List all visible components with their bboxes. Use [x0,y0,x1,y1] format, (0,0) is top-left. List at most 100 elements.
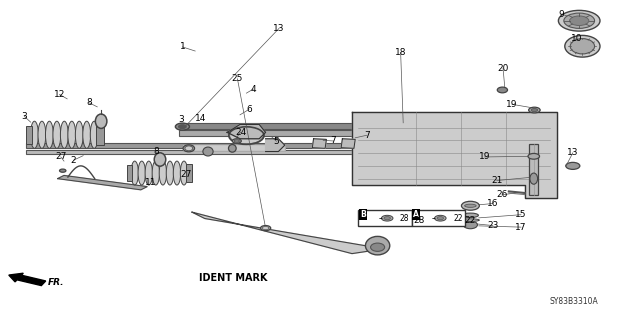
Ellipse shape [68,121,76,148]
Text: IDENT MARK: IDENT MARK [199,272,268,283]
Bar [179,130,448,136]
Ellipse shape [31,121,38,148]
Ellipse shape [131,161,138,185]
Ellipse shape [95,114,107,129]
Ellipse shape [260,226,271,231]
Ellipse shape [179,125,186,129]
Ellipse shape [138,161,145,185]
Ellipse shape [60,169,66,172]
Text: 1: 1 [180,42,185,51]
Text: 5: 5 [274,137,279,146]
Ellipse shape [566,162,580,169]
Text: –: – [432,214,436,223]
Ellipse shape [437,217,444,220]
Ellipse shape [152,161,159,185]
Ellipse shape [154,153,166,166]
Text: 10: 10 [571,34,582,43]
Ellipse shape [530,173,538,184]
Text: 21: 21 [491,176,502,185]
Ellipse shape [83,121,91,148]
Bar [26,126,32,144]
Ellipse shape [145,161,152,185]
Text: 3: 3 [179,115,184,124]
Text: 17: 17 [515,223,527,232]
Polygon shape [266,139,285,152]
Ellipse shape [461,201,479,210]
Ellipse shape [371,243,385,251]
Text: 11: 11 [145,178,157,187]
Bar [179,123,448,129]
Text: 18: 18 [395,48,406,57]
Text: 9: 9 [559,10,564,19]
Text: 15: 15 [515,210,527,219]
Text: 23: 23 [487,221,499,230]
Text: 27: 27 [55,152,67,161]
Bar [186,164,192,182]
Text: 6: 6 [246,105,252,114]
Text: 2: 2 [71,156,76,165]
Text: 28: 28 [413,216,424,225]
Text: A: A [413,210,419,219]
Ellipse shape [262,226,269,230]
Text: –: – [379,214,383,223]
Text: 26: 26 [496,190,508,199]
Ellipse shape [38,121,46,148]
Ellipse shape [53,121,61,148]
Ellipse shape [465,204,476,207]
Bar [26,143,461,148]
Ellipse shape [381,215,393,221]
Polygon shape [192,212,387,254]
Bar [412,210,465,226]
Ellipse shape [173,161,180,185]
Ellipse shape [365,236,390,255]
Polygon shape [341,139,355,148]
Ellipse shape [570,16,589,26]
Ellipse shape [497,87,508,93]
Text: 14: 14 [195,114,207,123]
Text: 27: 27 [180,170,191,179]
Polygon shape [312,139,326,148]
Ellipse shape [76,121,83,148]
Text: 7: 7 [331,137,336,145]
Ellipse shape [203,147,213,156]
Text: 25: 25 [232,74,243,83]
Text: 13: 13 [273,24,285,33]
Bar [127,165,132,181]
Text: 24: 24 [235,128,246,137]
Ellipse shape [528,153,540,159]
Text: 8: 8 [86,98,92,107]
Ellipse shape [230,127,263,144]
Ellipse shape [570,39,595,54]
Ellipse shape [60,121,68,148]
Text: 28: 28 [400,214,410,223]
Ellipse shape [531,108,538,112]
Polygon shape [227,124,266,139]
Ellipse shape [90,121,98,148]
Ellipse shape [166,161,173,185]
Polygon shape [352,112,557,198]
Ellipse shape [180,161,188,185]
Ellipse shape [462,213,479,218]
FancyArrow shape [9,273,45,286]
Text: 19: 19 [506,100,518,109]
Text: FR.: FR. [48,278,65,287]
Ellipse shape [529,107,540,113]
Text: 13: 13 [567,148,579,157]
Text: 20: 20 [497,64,509,73]
Text: 3: 3 [22,112,27,121]
Text: 22: 22 [464,216,476,225]
Bar [96,124,104,145]
Ellipse shape [564,13,595,28]
Ellipse shape [559,10,600,31]
Ellipse shape [234,140,239,142]
Bar [529,144,538,195]
Ellipse shape [232,139,241,143]
Ellipse shape [183,145,195,152]
Ellipse shape [45,121,53,148]
Text: 19: 19 [479,152,490,161]
Ellipse shape [461,219,479,221]
Text: 12: 12 [54,90,65,99]
Ellipse shape [185,146,193,151]
Bar [26,150,461,154]
Ellipse shape [384,217,390,220]
